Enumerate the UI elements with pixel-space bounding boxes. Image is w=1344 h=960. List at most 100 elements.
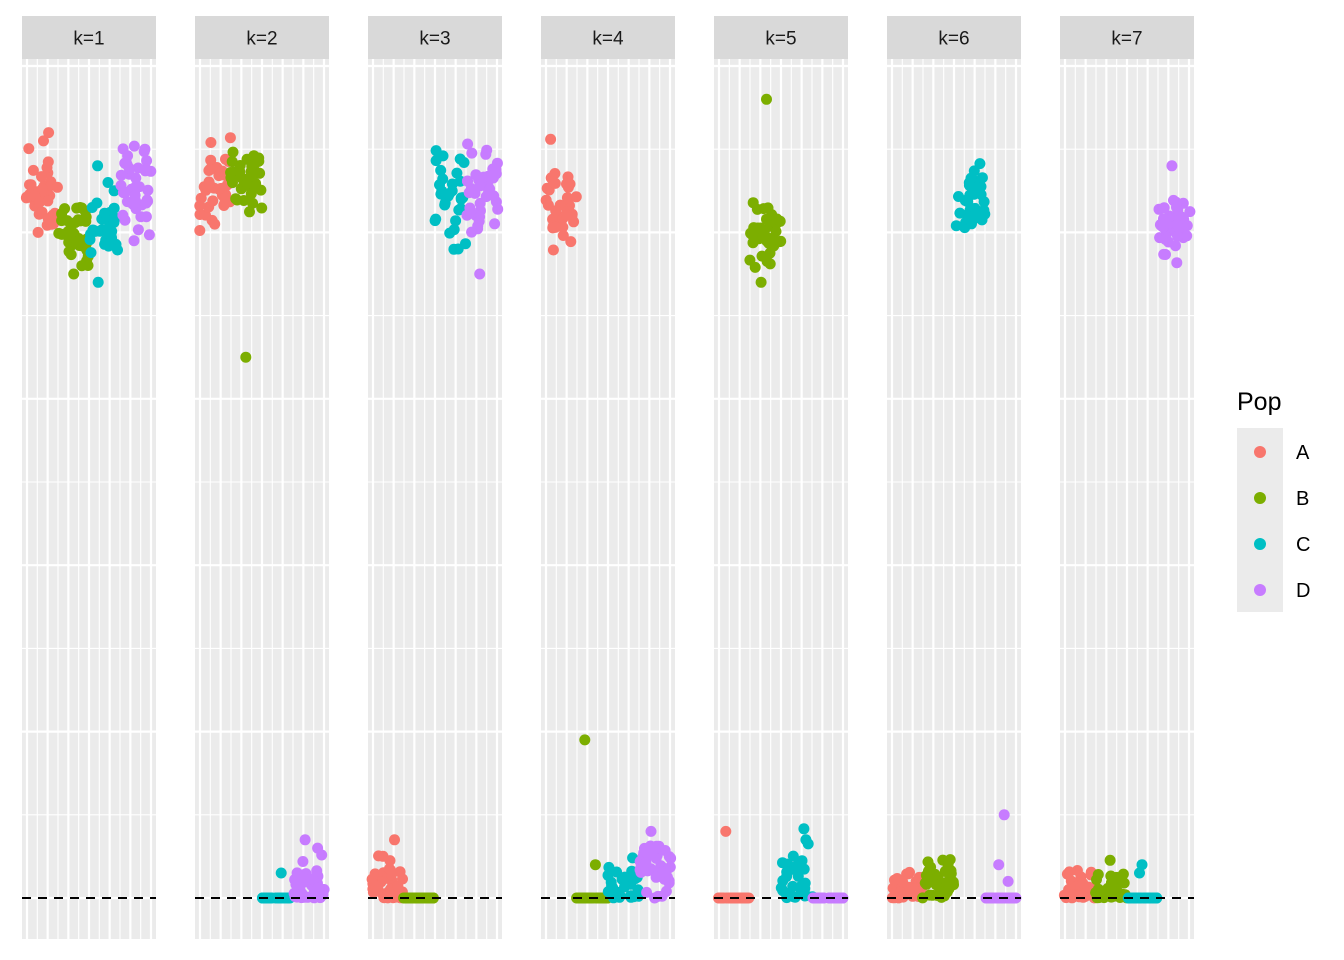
data-point-A — [545, 133, 557, 145]
data-point-A — [1071, 865, 1083, 876]
data-point-D — [143, 229, 155, 241]
data-point-C — [436, 185, 448, 197]
data-point-D — [660, 885, 672, 897]
data-point-B — [251, 153, 263, 165]
data-point-A — [570, 191, 582, 203]
data-point-B — [68, 268, 80, 280]
data-point-C — [435, 164, 447, 176]
data-point-C — [430, 155, 442, 167]
data-point-B — [762, 202, 774, 214]
data-point-C — [92, 160, 104, 172]
strip-label: k=4 — [592, 29, 624, 50]
data-point-C — [974, 158, 986, 170]
data-point-C — [605, 876, 617, 888]
data-point-D — [128, 140, 140, 152]
data-point-C — [453, 204, 465, 216]
data-point-C — [953, 191, 964, 202]
data-point-B — [943, 883, 955, 895]
data-point-D — [306, 873, 317, 885]
data-point-C — [624, 890, 636, 902]
data-point-D — [487, 170, 498, 182]
strip-label: k=6 — [938, 29, 969, 50]
data-point-A — [194, 209, 206, 220]
data-point-B — [65, 249, 77, 261]
data-point-D — [998, 809, 1010, 821]
data-point-A — [36, 171, 47, 183]
legend-key-A — [1254, 446, 1266, 458]
data-point-B — [225, 167, 237, 178]
data-point-D — [993, 859, 1005, 871]
data-point-D — [312, 842, 324, 854]
data-point-A — [549, 221, 561, 233]
data-point-B — [247, 197, 259, 209]
data-point-C — [108, 216, 120, 228]
data-point-A — [42, 195, 54, 207]
legend-label-D: D — [1296, 580, 1310, 602]
data-point-B — [59, 203, 71, 215]
data-point-B — [761, 93, 772, 105]
data-point-C — [450, 215, 462, 227]
data-point-A — [203, 178, 215, 190]
data-point-B — [774, 215, 786, 227]
data-point-D — [142, 184, 154, 196]
data-point-C — [458, 157, 470, 168]
data-point-A — [216, 165, 228, 177]
data-point-B — [775, 235, 787, 247]
data-point-A — [51, 181, 63, 193]
data-point-B — [1095, 888, 1107, 900]
panel-k5: k=5 — [713, 16, 849, 939]
data-point-D — [641, 886, 653, 898]
data-point-C — [1134, 867, 1145, 879]
panel-k7: k=7 — [1058, 16, 1196, 939]
data-point-C — [787, 880, 799, 892]
data-point-B — [746, 229, 758, 241]
data-point-C — [775, 882, 787, 894]
data-point-D — [141, 155, 153, 167]
data-point-D — [139, 143, 151, 155]
data-point-D — [489, 218, 501, 230]
strip-background — [887, 16, 1021, 59]
data-point-B — [422, 892, 434, 904]
legend-items: A B C D — [1254, 442, 1310, 602]
data-point-C — [619, 871, 631, 883]
legend-label-A: A — [1296, 442, 1310, 464]
strip-background — [368, 16, 502, 59]
data-point-D — [1166, 160, 1178, 172]
strip-background — [541, 16, 675, 59]
data-point-B — [589, 859, 601, 871]
data-point-B — [61, 215, 73, 227]
data-point-B — [930, 879, 942, 891]
data-point-A — [43, 127, 55, 139]
data-point-D — [133, 181, 145, 193]
data-point-D — [464, 202, 476, 214]
data-point-A — [372, 884, 384, 896]
data-point-A — [907, 890, 919, 902]
data-point-A — [389, 834, 400, 846]
data-point-B — [942, 859, 954, 871]
panels-group: k=1 k=2 k=3 k=4 k=5 k=6 k=7 — [20, 16, 1196, 939]
data-point-A — [207, 195, 219, 207]
data-point-A — [224, 132, 236, 144]
data-point-D — [140, 211, 152, 223]
data-point-D — [474, 268, 486, 280]
data-point-B — [757, 231, 769, 243]
data-point-C — [102, 177, 114, 188]
data-point-A — [562, 181, 574, 193]
legend-label-C: C — [1296, 534, 1310, 556]
data-point-A — [549, 168, 561, 179]
data-point-D — [122, 150, 134, 162]
data-point-C — [86, 202, 98, 213]
data-point-D — [1170, 196, 1182, 208]
data-point-C — [430, 145, 442, 157]
data-point-C — [455, 192, 467, 204]
data-point-C — [962, 196, 974, 208]
data-point-A — [384, 855, 396, 867]
data-point-B — [761, 213, 772, 225]
data-point-C — [603, 861, 615, 873]
data-point-A — [548, 176, 559, 188]
data-point-A — [392, 880, 404, 892]
data-point-B — [756, 250, 768, 262]
panel-k2: k=2 — [194, 16, 330, 939]
data-point-C — [950, 220, 962, 232]
